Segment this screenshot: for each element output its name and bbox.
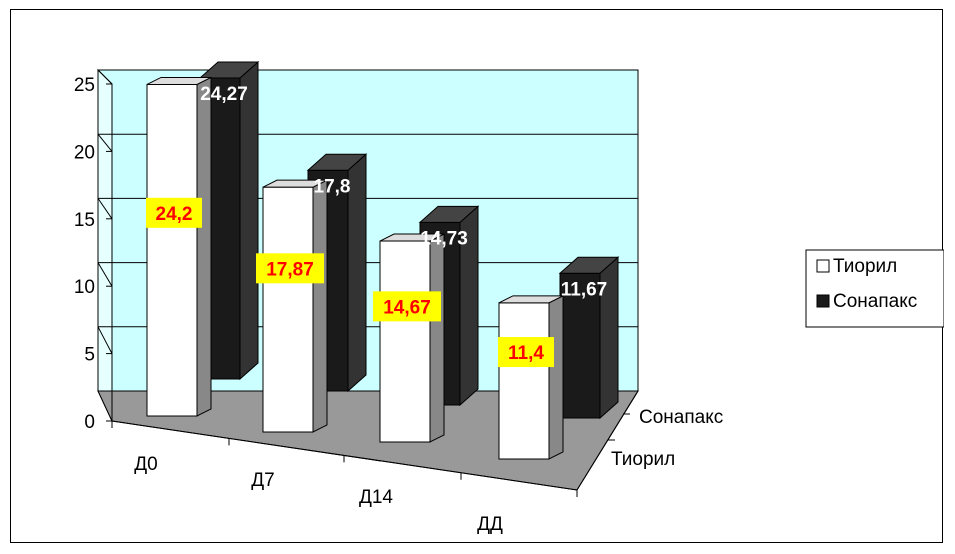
x-tick-label: ДД <box>477 514 503 535</box>
bar-side <box>548 295 564 460</box>
bar-top <box>379 233 445 242</box>
bar-top <box>306 153 368 171</box>
bar-front <box>498 302 550 460</box>
bar-front <box>146 83 198 417</box>
bar-tiorl <box>379 233 445 443</box>
data-label-box <box>498 337 554 368</box>
legend-label: Тиорил <box>833 256 897 277</box>
data-label-tiorl: 24,2 <box>156 204 193 225</box>
gridline-side <box>97 198 113 220</box>
bar-top <box>558 256 620 274</box>
y-tick-label: 25 <box>74 75 95 96</box>
bar-top <box>198 61 260 79</box>
legend-swatch <box>816 259 830 273</box>
legend: Тиорил Сонапакс <box>805 249 944 328</box>
depth-axis: Сонапакс Тиорил <box>576 390 723 491</box>
data-label-tiorl: 17,87 <box>266 259 314 280</box>
data-label-sonapaks: 14,73 <box>420 228 468 249</box>
y-tick-label: 20 <box>74 142 95 163</box>
y-tick-label: 15 <box>74 210 95 231</box>
legend-swatch <box>816 294 830 308</box>
data-labels: 24,27 24,2 17,8 17,87 14,73 14,67 11,67 11,4 <box>146 84 608 368</box>
data-label-sonapaks: 11,67 <box>561 279 608 300</box>
bar-side <box>312 179 328 433</box>
data-label-box <box>146 197 202 228</box>
bar-side <box>347 153 367 393</box>
y-tick-label: 0 <box>84 412 95 433</box>
bar-top <box>262 179 328 188</box>
side-wall <box>97 68 113 422</box>
gridline-side <box>97 133 113 152</box>
bar-tiorl <box>146 76 212 417</box>
y-tick-label: 10 <box>74 277 95 298</box>
bar-tiorl <box>498 295 564 460</box>
data-label-tiorl: 14,67 <box>383 297 431 318</box>
data-label-tiorl: 11,4 <box>508 343 544 364</box>
bar-top <box>146 76 212 85</box>
data-label-box <box>373 291 441 322</box>
legend-label: Сонапакс <box>833 291 917 312</box>
y-axis: 0 5 10 15 20 25 <box>74 75 113 433</box>
depth-axis-line <box>576 390 639 491</box>
bar-side <box>429 233 445 443</box>
x-tick-label: Д0 <box>134 454 157 475</box>
bar-top <box>498 295 564 304</box>
bar-tiorl <box>262 179 328 433</box>
data-label-box <box>256 253 324 284</box>
bar-chart-3d: 0 5 10 15 20 25 Д0 Д7 Д14 ДД Сонапакс Тиорил 24,2… <box>74 60 944 535</box>
chart-area: 0 5 10 15 20 25 Д0 Д7 Д14 ДД Сонапакс Тиорил 24,2… <box>10 9 944 543</box>
y-tick-label: 5 <box>84 345 95 366</box>
depth-label: Тиорил <box>611 449 675 470</box>
bars <box>146 60 620 460</box>
data-label-sonapaks: 17,8 <box>314 176 351 197</box>
data-label-sonapaks: 24,27 <box>200 84 248 105</box>
gridline-side <box>97 69 113 85</box>
x-tick-label: Д14 <box>359 487 393 508</box>
bar-front <box>262 186 314 433</box>
bar-side <box>196 76 212 417</box>
depth-label: Сонапакс <box>639 407 723 428</box>
bar-side <box>239 60 259 381</box>
bar-sonapaks <box>558 256 620 420</box>
x-tick-label: Д7 <box>251 470 274 491</box>
gridline-side <box>97 326 113 354</box>
gridline-side <box>97 262 113 287</box>
x-axis: Д0 Д7 Д14 ДД <box>111 420 578 535</box>
bar-front <box>379 240 431 443</box>
bar-top <box>418 205 480 223</box>
